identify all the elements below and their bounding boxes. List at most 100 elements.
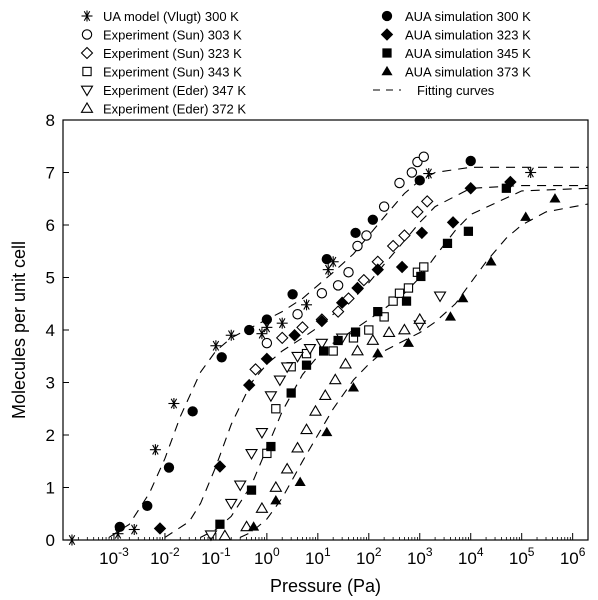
data-point	[402, 337, 415, 347]
legend-marker	[80, 101, 94, 113]
x-tick-base: 10	[509, 549, 528, 568]
data-point	[248, 521, 260, 531]
data-point	[331, 305, 345, 318]
y-tick-label: 8	[46, 111, 55, 130]
triangle-shape	[269, 480, 283, 492]
data-point	[296, 321, 309, 334]
data-point	[388, 296, 398, 306]
data-point	[215, 519, 225, 529]
triangle-shape	[328, 373, 342, 385]
legend: UA model (Vlugt) 300 K Experiment (Sun) 3…	[80, 9, 531, 117]
circle-shape	[244, 324, 255, 336]
y-tick-label: 6	[46, 216, 55, 235]
triangle-shape	[347, 382, 360, 392]
data-point	[271, 404, 281, 414]
data-point	[275, 331, 289, 345]
diamond-shape	[288, 329, 301, 342]
triangle-shape	[80, 101, 94, 113]
data-point	[525, 167, 537, 178]
data-point	[372, 347, 384, 358]
data-point	[446, 216, 460, 229]
triangle-shape	[80, 85, 94, 97]
circle-shape	[261, 314, 273, 325]
x-tick-label: 106	[560, 545, 586, 568]
x-tick-exponent: 3	[426, 545, 433, 559]
data-point	[328, 373, 342, 385]
legend-entry-1: UA model (Vlugt) 300 K	[81, 9, 239, 24]
data-point	[246, 485, 257, 495]
legend-label: Experiment (Sun) 303 K	[103, 28, 242, 43]
square-shape	[416, 271, 426, 282]
data-point	[318, 389, 332, 401]
data-point	[423, 168, 435, 180]
data-point	[210, 340, 222, 352]
circle-shape	[321, 253, 332, 265]
triangle-shape	[204, 530, 218, 542]
triangle-shape	[321, 426, 333, 437]
triangle-shape	[291, 351, 305, 363]
x-tick-base: 10	[407, 549, 426, 568]
square-shape	[266, 441, 276, 452]
legend-marker	[81, 29, 93, 40]
diamond-shape	[315, 314, 329, 328]
data-point	[163, 462, 175, 473]
data-point	[321, 253, 332, 265]
diamond-shape	[260, 352, 274, 366]
data-markers-group	[66, 151, 561, 546]
diamond-shape	[296, 321, 309, 334]
legend-entry-11: Fitting curves	[373, 83, 495, 98]
data-point	[332, 280, 344, 291]
triangle-shape	[433, 291, 447, 303]
y-axis-title: Molecules per unit cell	[9, 241, 29, 419]
triangle-shape	[413, 312, 427, 324]
legend-label: UA model (Vlugt) 300 K	[103, 9, 239, 24]
x-tick-label: 100	[254, 545, 280, 568]
triangle-shape	[366, 333, 380, 345]
data-point	[242, 378, 256, 392]
x-tick-base: 10	[254, 549, 273, 568]
diamond-shape	[446, 216, 460, 229]
triangle-shape	[457, 292, 469, 303]
legend-entry-4: Experiment (Sun) 343 K	[82, 65, 242, 80]
data-point	[270, 494, 282, 505]
legend-marker	[80, 46, 94, 60]
diamond-shape	[242, 378, 256, 392]
data-point	[366, 333, 380, 345]
circle-shape	[287, 289, 298, 300]
square-shape	[82, 66, 92, 77]
fitting-curve-3	[200, 187, 589, 538]
diamond-shape	[415, 226, 429, 240]
triangle-shape	[291, 441, 305, 453]
x-tick-label: 103	[407, 545, 433, 568]
triangle-shape	[273, 375, 287, 387]
x-tick-base: 10	[99, 549, 118, 568]
legend-entry-5: Experiment (Eder) 347 K	[80, 83, 246, 98]
triangle-shape	[218, 529, 232, 541]
data-point	[328, 346, 338, 356]
data-point	[315, 314, 329, 328]
x-tick-base: 10	[560, 549, 579, 568]
legend-entry-6: Experiment (Eder) 372 K	[80, 101, 246, 117]
x-tick-label: 102	[356, 545, 382, 568]
circle-shape	[114, 521, 125, 533]
circle-shape	[216, 352, 227, 363]
data-point	[149, 444, 161, 456]
data-point	[322, 264, 334, 276]
legend-marker	[381, 10, 393, 22]
circle-shape	[350, 227, 361, 239]
series-2-markers	[261, 151, 430, 349]
data-point	[361, 230, 372, 241]
circle-shape	[332, 280, 344, 291]
data-point	[444, 311, 456, 321]
circle-shape	[142, 500, 153, 512]
data-point	[395, 260, 409, 274]
square-shape	[246, 485, 257, 495]
square-shape	[463, 226, 474, 236]
triangle-shape	[240, 520, 254, 532]
diamond-shape	[398, 229, 411, 242]
data-point	[397, 323, 411, 335]
data-point	[213, 460, 227, 473]
x-tick-base: 10	[458, 549, 477, 568]
data-point	[291, 441, 305, 453]
circle-shape	[163, 462, 175, 473]
